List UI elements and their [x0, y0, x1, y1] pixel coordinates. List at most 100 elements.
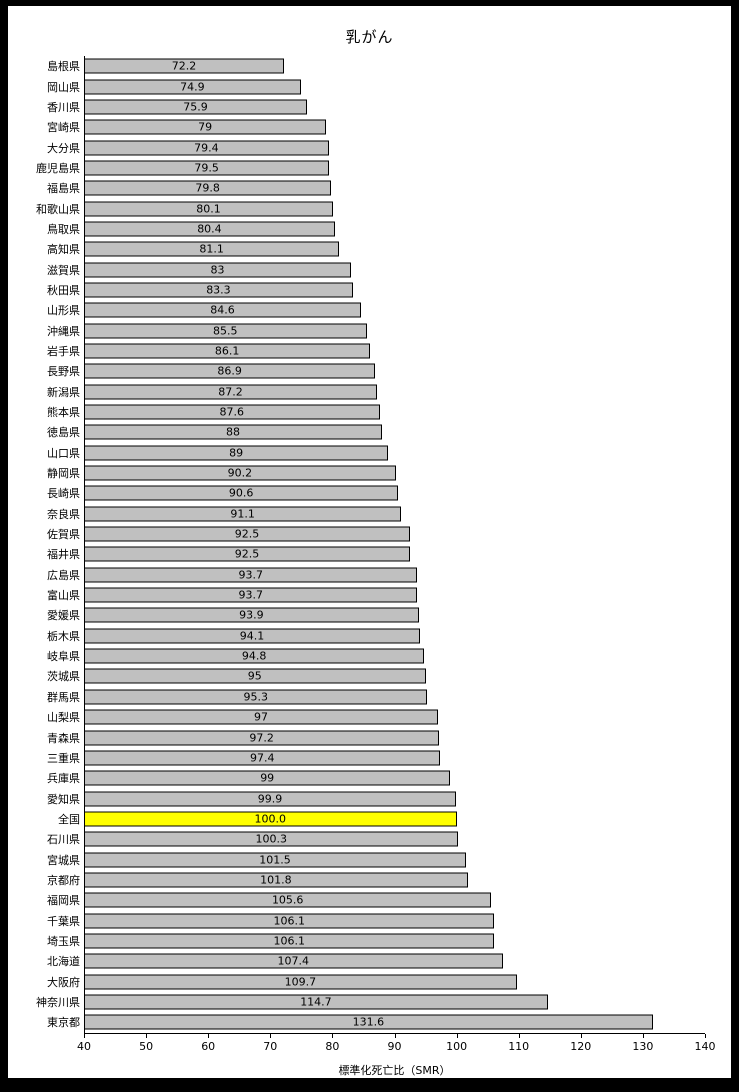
bar-row: 岩手県 86.1: [8, 341, 731, 361]
bar: 131.6: [84, 1014, 653, 1030]
bar-value-label: 87.6: [219, 405, 245, 419]
bar-track: 93.7: [84, 585, 705, 605]
bar-track: 101.5: [84, 849, 705, 869]
category-label: 石川県: [47, 833, 80, 847]
bar: 101.8: [84, 872, 468, 888]
category-label: 鹿児島県: [36, 161, 80, 175]
bar-track: 83: [84, 259, 705, 279]
x-axis-tick-label: 130: [632, 1039, 654, 1053]
bar: 95: [84, 668, 426, 684]
category-label: 埼玉県: [47, 934, 80, 948]
bar-value-label: 99.9: [257, 792, 283, 806]
bar-track: 131.6: [84, 1012, 705, 1032]
bar-value-label: 86.9: [217, 364, 242, 378]
bar: 101.5: [84, 852, 466, 868]
bar-value-label: 97.2: [249, 731, 274, 745]
bar-track: 86.1: [84, 341, 705, 361]
bar: 89: [84, 445, 389, 461]
x-axis-tick-label: 90: [387, 1039, 402, 1053]
category-label: 熊本県: [47, 406, 80, 420]
bar-value-label: 81.1: [199, 242, 224, 256]
bar-value-label: 97.4: [249, 751, 275, 765]
bar-row: 広島県 93.7: [8, 565, 731, 585]
bar-track: 79.5: [84, 158, 705, 178]
bar-row: 福島県 79.8: [8, 178, 731, 198]
bar-row: 福井県 92.5: [8, 544, 731, 564]
category-label: 長崎県: [47, 487, 80, 501]
category-label: 全国: [58, 812, 80, 826]
bar-value-label: 97: [253, 710, 268, 724]
bar-row: 富山県 93.7: [8, 585, 731, 605]
x-axis-tick-label: 120: [570, 1039, 592, 1053]
category-label: 福岡県: [47, 894, 80, 908]
bar-track: 94.1: [84, 626, 705, 646]
bar: 88: [84, 424, 383, 440]
bar-value-label: 114.7: [300, 995, 332, 1009]
category-label: 新潟県: [47, 385, 80, 399]
bar-track: 97.2: [84, 727, 705, 747]
bar-track: 89: [84, 443, 705, 463]
bar: 92.5: [84, 546, 411, 562]
category-label: 山形県: [47, 304, 80, 318]
plot-area: 島根県 72.2 岡山県 74.9 香川県 75.9 宮崎県 79 大分県 79.4 鹿児島県 79.…: [8, 56, 731, 1078]
bar-track: 86.9: [84, 361, 705, 381]
category-label: 大分県: [47, 141, 80, 155]
bar-row: 茨城県 95: [8, 666, 731, 686]
bar-row: 千葉県 106.1: [8, 910, 731, 930]
bar-value-label: 80.4: [197, 222, 222, 236]
category-label: 山梨県: [47, 711, 80, 725]
bar-row: 全国 100.0: [8, 809, 731, 829]
bar-value-label: 92.5: [234, 527, 260, 541]
bar-track: 79.8: [84, 178, 705, 198]
bar-track: 93.9: [84, 605, 705, 625]
category-label: 富山県: [47, 589, 80, 603]
category-label: 栃木県: [47, 629, 80, 643]
category-label: 愛知県: [47, 792, 80, 806]
bar-value-label: 100.0: [254, 812, 287, 826]
bar-row: 鳥取県 80.4: [8, 219, 731, 239]
bar-track: 105.6: [84, 890, 705, 910]
category-label: 宮崎県: [47, 121, 80, 135]
x-axis-tick-label: 60: [201, 1039, 216, 1053]
bar-row: 埼玉県 106.1: [8, 931, 731, 951]
category-label: 滋賀県: [47, 263, 80, 277]
bar-value-label: 87.2: [218, 385, 243, 399]
bar: 79.8: [84, 180, 332, 196]
bar-row: 静岡県 90.2: [8, 463, 731, 483]
category-label: 鳥取県: [47, 222, 80, 236]
bar: 75.9: [84, 99, 307, 115]
bar-row: 大分県 79.4: [8, 137, 731, 157]
category-label: 群馬県: [47, 690, 80, 704]
bar-row: 三重県 97.4: [8, 748, 731, 768]
x-axis-tick: [518, 1033, 520, 1038]
category-label: 兵庫県: [47, 772, 80, 786]
bar: 105.6: [84, 892, 492, 908]
x-axis-tick-label: 40: [77, 1039, 91, 1053]
bar-track: 97: [84, 707, 705, 727]
bar-value-label: 90.6: [228, 486, 254, 500]
category-label: 大阪府: [47, 975, 80, 989]
bar-value-label: 105.6: [271, 893, 304, 907]
bar-track: 80.4: [84, 219, 705, 239]
bar: 93.7: [84, 587, 418, 603]
bar-row: 奈良県 91.1: [8, 504, 731, 524]
bar: 97.2: [84, 730, 440, 746]
x-axis-tick-label: 110: [508, 1039, 530, 1053]
bar-track: 80.1: [84, 198, 705, 218]
bar: 91.1: [84, 506, 402, 522]
x-axis-tick: [332, 1033, 334, 1038]
bar-track: 88: [84, 422, 705, 442]
category-label: 沖縄県: [47, 324, 80, 338]
bar-row: 岡山県 74.9: [8, 76, 731, 96]
bar-value-label: 79.5: [194, 161, 219, 175]
bar: 106.1: [84, 933, 495, 949]
bar-track: 101.8: [84, 870, 705, 890]
bar-value-label: 80.1: [196, 202, 221, 216]
bar: 86.9: [84, 363, 376, 379]
bar-value-label: 84.6: [210, 303, 235, 317]
bar-row: 山形県 84.6: [8, 300, 731, 320]
bar: 72.2: [84, 58, 284, 74]
bar: 107.4: [84, 953, 503, 969]
bar-row: 沖縄県 85.5: [8, 320, 731, 340]
bar: 94.1: [84, 628, 420, 644]
